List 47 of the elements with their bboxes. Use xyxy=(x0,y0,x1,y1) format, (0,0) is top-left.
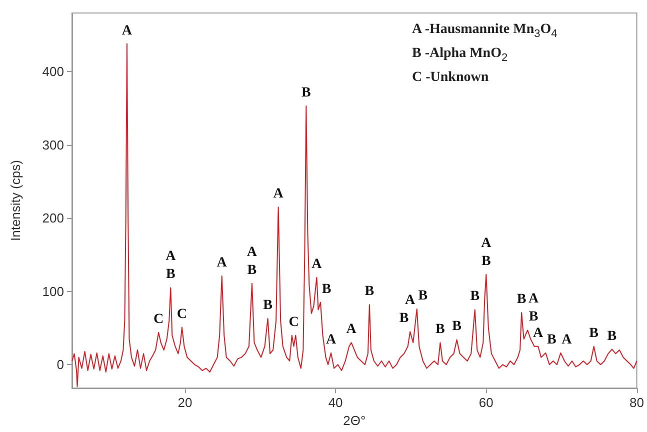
annotation: A xyxy=(562,332,573,348)
annotation: A xyxy=(273,186,284,202)
y-tick-label: 0 xyxy=(56,357,64,372)
annotation: B xyxy=(247,262,257,278)
x-axis-title: 2Θ° xyxy=(343,413,366,428)
x-tick-label: 60 xyxy=(478,395,494,410)
annotation: C xyxy=(154,312,164,327)
annotation: A xyxy=(216,256,228,271)
annotation: B xyxy=(263,298,272,313)
annotation: B xyxy=(166,267,176,282)
annotation: A xyxy=(528,292,540,307)
x-tick-label: 80 xyxy=(630,395,644,410)
annotation: C xyxy=(176,306,188,322)
annotation: A -Hausmannite Mn$_{3}$O$_{4}$ xyxy=(412,21,558,42)
annotation: B xyxy=(470,289,480,304)
annotation: B xyxy=(607,328,617,344)
annotation: B xyxy=(418,288,428,304)
annotation: C xyxy=(288,314,299,330)
annotation: A xyxy=(346,322,358,338)
annotation: B xyxy=(399,311,409,326)
x-tick-label: 20 xyxy=(178,395,192,410)
x-tick-label: 40 xyxy=(328,395,343,410)
annotation: A xyxy=(481,236,492,252)
annotation: B xyxy=(481,254,491,270)
annotation: A xyxy=(246,244,258,260)
annotation: B xyxy=(302,86,311,101)
annotation: B -Alpha MnO$_{2}$ xyxy=(412,44,509,66)
y-axis-title: Intensity (cps) xyxy=(8,160,23,242)
annotation: B xyxy=(436,322,445,338)
annotation: B xyxy=(452,319,462,334)
y-tick-label: 300 xyxy=(42,137,64,152)
annotation: B xyxy=(516,292,526,308)
y-tick-label: 400 xyxy=(42,64,64,80)
annotation: B xyxy=(364,284,374,300)
annotation: B xyxy=(589,326,599,341)
annotation: C -Unknown xyxy=(412,68,490,87)
annotation: B xyxy=(322,282,332,297)
y-tick-label: 200 xyxy=(42,210,64,226)
annotation: B xyxy=(528,310,538,325)
annotation: A xyxy=(326,332,337,348)
annotation: A xyxy=(166,249,177,264)
y-tick-label: 100 xyxy=(42,284,64,299)
annotation: A xyxy=(405,293,416,308)
annotation: A xyxy=(312,256,323,272)
annotation: B xyxy=(546,332,556,348)
annotation: A xyxy=(533,326,544,341)
annotation: A xyxy=(122,23,133,38)
